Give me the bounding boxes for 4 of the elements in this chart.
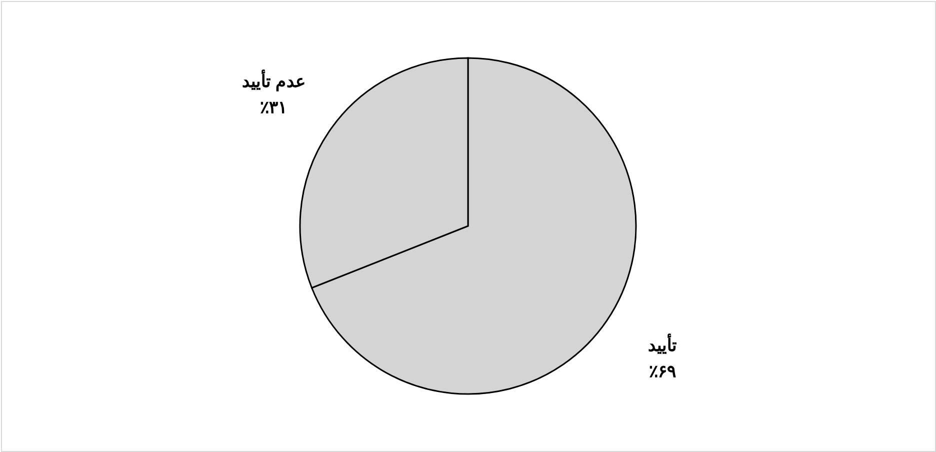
slice-label: عدم تأیید [242, 68, 306, 92]
data-label: ٪۶۹ [648, 362, 676, 382]
slice-label: تأیید [648, 332, 677, 356]
data-label: ٪۳۱ [260, 98, 288, 117]
